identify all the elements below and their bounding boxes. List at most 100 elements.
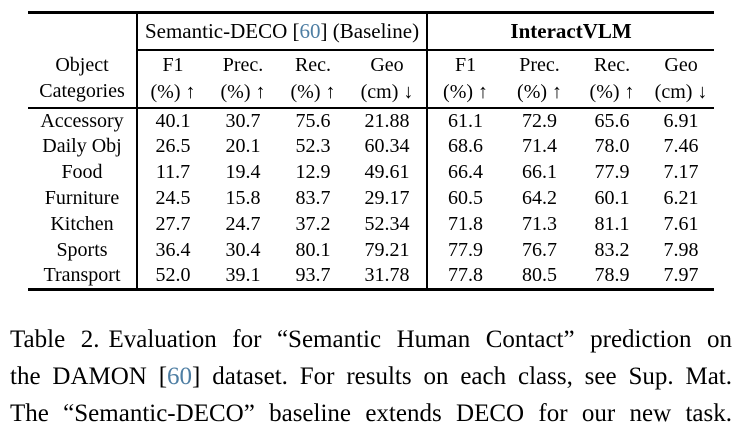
value-cell: 77.9 [426, 237, 504, 264]
group-baseline-suffix: ] (Baseline) [320, 18, 420, 43]
value-cell: 60.1 [594, 187, 630, 209]
caption-text-1: Evaluation for “Semantic Human Contact” … [108, 326, 732, 353]
group-header-row: Semantic-DECO [60] (Baseline) InteractVL… [28, 12, 715, 51]
value-cell: 77.9 [594, 161, 630, 183]
value-cell: 24.5 [136, 185, 208, 212]
value-cell: 66.4 [426, 159, 504, 186]
value-cell: 7.98 [663, 239, 699, 261]
value-cell: 68.6 [426, 133, 504, 160]
table-row: Furniture 24.5 15.8 83.7 29.17 60.5 64.2… [28, 185, 714, 212]
category-cell: Furniture [44, 187, 120, 209]
value-cell: 52.3 [295, 135, 331, 157]
column-header-prec-baseline: Prec. (%) ↑ [208, 49, 278, 109]
group-header-baseline: Semantic-DECO [60] (Baseline) [135, 12, 428, 51]
value-cell: 76.7 [522, 239, 558, 261]
value-cell: 6.21 [663, 187, 699, 209]
caption-line-3: The “Semantic-DECO” baseline extends DEC… [10, 395, 732, 431]
value-cell: 36.4 [136, 237, 208, 264]
citation-link[interactable]: 60 [299, 18, 321, 43]
value-cell: 29.17 [364, 187, 410, 209]
column-header-geo-baseline: Geo (cm) ↓ [348, 49, 428, 109]
value-cell: 24.7 [225, 213, 261, 235]
value-cell: 72.9 [522, 109, 558, 132]
category-cell: Food [61, 161, 103, 183]
category-cell: Sports [56, 239, 108, 261]
value-cell: 7.61 [663, 213, 699, 235]
caption-line-2: the DAMON [60] dataset. For results on e… [10, 358, 732, 395]
results-table: Semantic-DECO [60] (Baseline) InteractVL… [28, 11, 715, 291]
value-cell: 77.8 [426, 263, 504, 290]
caption-text-2b: ] dataset. For results on each class, se… [192, 363, 732, 390]
value-cell: 39.1 [225, 264, 261, 287]
table-row: Transport 52.0 39.1 93.7 31.78 77.8 80.5… [28, 263, 714, 290]
value-cell: 71.4 [522, 135, 558, 157]
value-cell: 60.5 [426, 185, 504, 212]
category-cell: Kitchen [50, 213, 114, 235]
value-cell: 80.5 [522, 264, 558, 287]
value-cell: 15.8 [225, 187, 261, 209]
value-cell: 83.7 [295, 187, 331, 209]
value-cell: 71.3 [522, 213, 558, 235]
value-cell: 30.4 [225, 239, 261, 261]
category-cell: Transport [43, 264, 121, 287]
value-cell: 61.1 [426, 107, 504, 134]
group-interactvlm-label: InteractVLM [510, 18, 632, 43]
table-row: Accessory 40.1 30.7 75.6 21.88 61.1 72.9… [28, 107, 714, 134]
category-cell: Accessory [40, 109, 124, 132]
column-header-rec-baseline: Rec. (%) ↑ [278, 49, 348, 109]
value-cell: 78.0 [594, 135, 630, 157]
table-row: Daily Obj 26.5 20.1 52.3 60.34 68.6 71.4… [28, 133, 714, 160]
value-cell: 7.17 [663, 161, 699, 183]
caption-table-number: Table 2. [10, 326, 100, 353]
column-header-geo-interactvlm: Geo (cm) ↓ [648, 49, 715, 109]
value-cell: 11.7 [136, 159, 208, 186]
value-cell: 80.1 [295, 239, 331, 261]
value-cell: 52.0 [136, 263, 208, 290]
column-header-rec-interactvlm: Rec. (%) ↑ [576, 49, 649, 109]
value-cell: 49.61 [364, 161, 410, 183]
table-row: Kitchen 27.7 24.7 37.2 52.34 71.8 71.3 8… [28, 211, 714, 238]
value-cell: 81.1 [594, 213, 630, 235]
group-baseline-prefix: Semantic-DECO [ [144, 18, 300, 43]
value-cell: 21.88 [364, 109, 410, 132]
citation-link[interactable]: 60 [167, 363, 193, 390]
value-cell: 30.7 [225, 109, 261, 132]
caption-text-2a: the DAMON [ [10, 363, 168, 390]
value-cell: 6.91 [663, 109, 699, 132]
value-cell: 66.1 [522, 161, 558, 183]
column-header-f1-interactvlm: F1 (%) ↑ [426, 49, 504, 109]
categories-line1: Object [55, 53, 109, 76]
column-header-row: Object Categories F1 (%) ↑ Prec. (%) ↑ Rec.… [28, 49, 715, 109]
value-cell: 83.2 [594, 239, 630, 261]
caption-line-1: Table 2. Evaluation for “Semantic Human C… [10, 321, 732, 358]
value-cell: 78.9 [594, 264, 630, 287]
caption-text-3: The “Semantic-DECO” baseline extends DEC… [10, 400, 732, 427]
value-cell: 7.97 [663, 264, 699, 287]
value-cell: 93.7 [295, 264, 331, 287]
value-cell: 52.34 [364, 213, 410, 235]
group-header-interactvlm: InteractVLM [426, 12, 715, 51]
table-row: Food 11.7 19.4 12.9 49.61 66.4 66.1 77.9… [28, 159, 714, 186]
value-cell: 12.9 [295, 161, 331, 183]
value-cell: 26.5 [136, 133, 208, 160]
categories-line2: Categories [39, 80, 125, 102]
value-cell: 40.1 [136, 107, 208, 134]
value-cell: 7.46 [663, 135, 699, 157]
value-cell: 64.2 [522, 187, 558, 209]
category-cell: Daily Obj [42, 135, 122, 157]
value-cell: 37.2 [295, 213, 331, 235]
value-cell: 65.6 [594, 109, 630, 132]
value-cell: 60.34 [364, 135, 410, 157]
value-cell: 75.6 [295, 109, 331, 132]
column-header-f1-baseline: F1 (%) ↑ [136, 49, 208, 109]
corner-cell [28, 13, 137, 50]
column-header-prec-interactvlm: Prec. (%) ↑ [503, 49, 577, 109]
value-cell: 19.4 [225, 161, 261, 183]
table-caption: Table 2. Evaluation for “Semantic Human C… [10, 321, 732, 431]
value-cell: 71.8 [426, 211, 504, 238]
table-row: Sports 36.4 30.4 80.1 79.21 77.9 76.7 83… [28, 237, 714, 264]
value-cell: 27.7 [136, 211, 208, 238]
value-cell: 79.21 [364, 239, 410, 261]
value-cell: 31.78 [364, 264, 410, 287]
